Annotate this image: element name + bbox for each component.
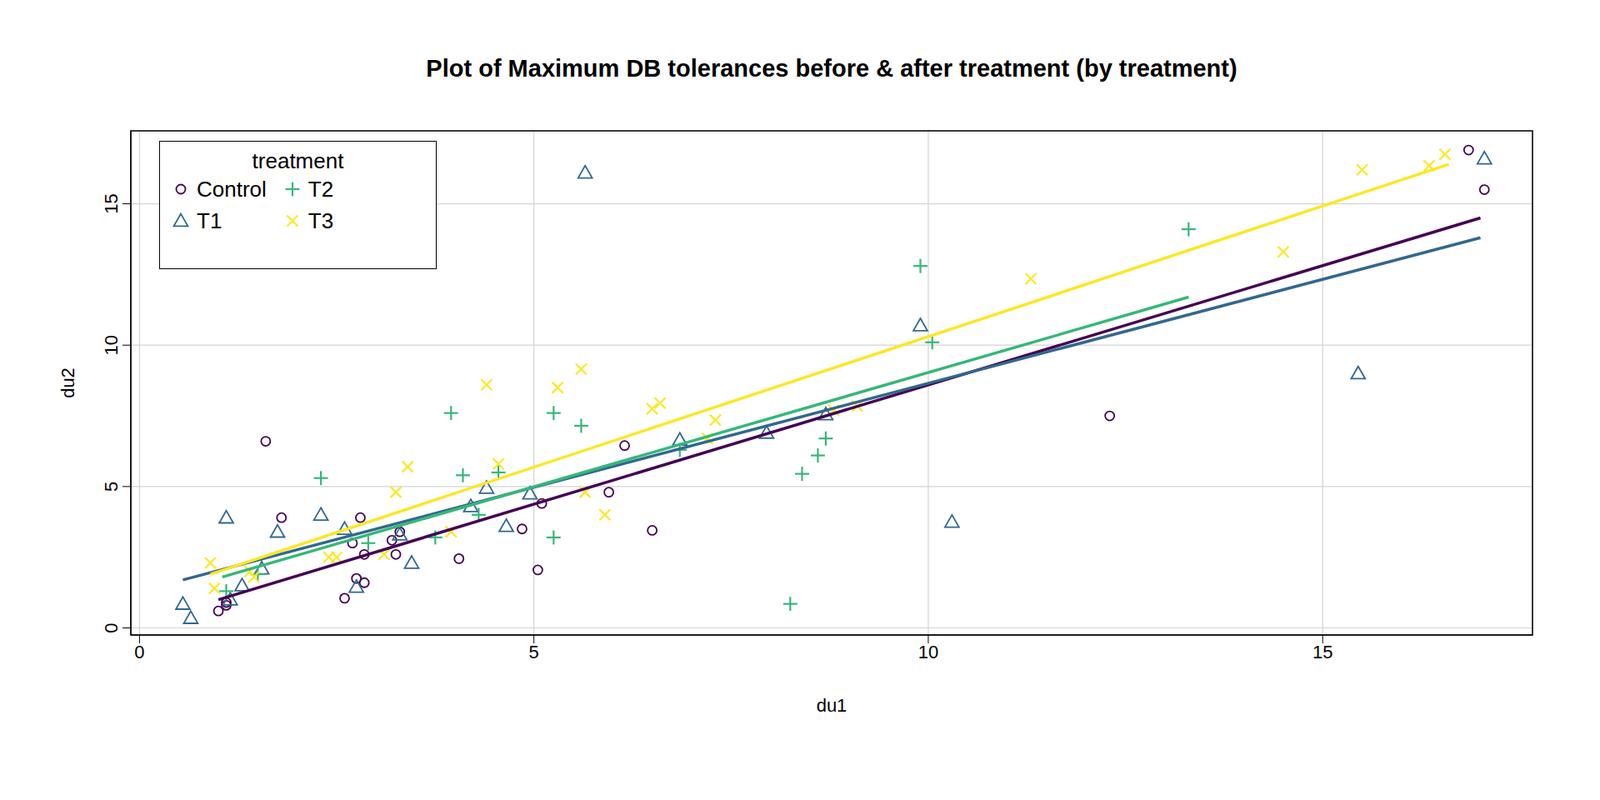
svg-text:5: 5 — [100, 481, 122, 492]
html-text:Plot of Maximum DB tolerances: Plot of Maximum DB tolerances before & a… — [426, 55, 1238, 82]
svg-text:15: 15 — [1312, 641, 1333, 663]
svg-text:10: 10 — [100, 335, 122, 355]
svg-text:du1: du1 — [816, 695, 848, 716]
svg-text:0: 0 — [100, 622, 122, 633]
svg-text:15: 15 — [100, 193, 122, 214]
html-text:treatment: treatment — [252, 148, 344, 174]
svg-text:0: 0 — [134, 641, 145, 663]
svg-text:10: 10 — [918, 641, 939, 663]
svg-text:5: 5 — [529, 641, 540, 663]
html-text:T3: T3 — [308, 208, 334, 234]
svg-text:du2: du2 — [57, 367, 79, 399]
html-text:T2: T2 — [308, 176, 334, 202]
html-text:Control: Control — [196, 176, 267, 202]
html-text:T1: T1 — [196, 208, 222, 234]
